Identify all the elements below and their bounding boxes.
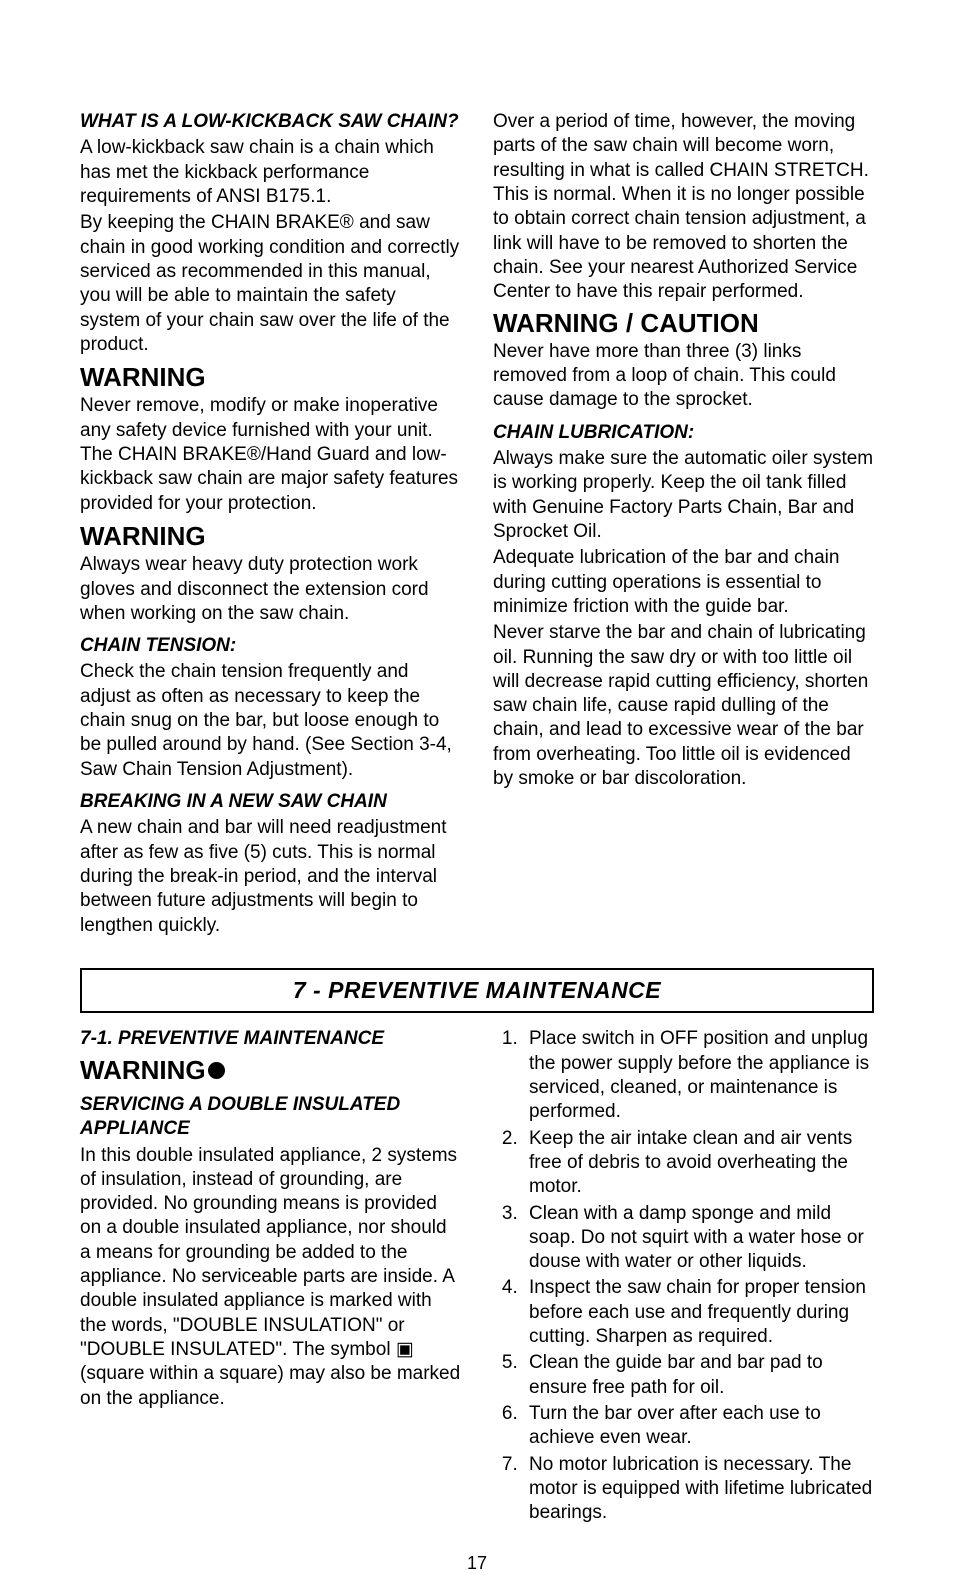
- list-item: Place switch in OFF position and unplug …: [523, 1027, 874, 1124]
- top-left-column: WHAT IS A LOW-KICKBACK SAW CHAIN? A low-…: [80, 110, 461, 940]
- list-item: Turn the bar over after each use to achi…: [523, 1402, 874, 1451]
- heading-warning-2: WARNING: [80, 520, 461, 553]
- page-number: 17: [80, 1552, 874, 1575]
- list-item: Clean the guide bar and bar pad to ensur…: [523, 1351, 874, 1400]
- heading-chain-lubrication: CHAIN LUBRICATION:: [493, 421, 874, 445]
- para-warning-2: Always wear heavy duty protection work g…: [80, 553, 461, 626]
- top-right-column: Over a period of time, however, the movi…: [493, 110, 874, 940]
- list-item: No motor lubrication is necessary. The m…: [523, 1453, 874, 1526]
- top-two-column: WHAT IS A LOW-KICKBACK SAW CHAIN? A low-…: [80, 110, 874, 940]
- heading-warning-caution: WARNING / CAUTION: [493, 307, 874, 340]
- section-divider-7: 7 - PREVENTIVE MAINTENANCE: [80, 968, 874, 1013]
- list-item: Clean with a damp sponge and mild soap. …: [523, 1202, 874, 1275]
- warning-symbol-icon: [208, 1062, 225, 1079]
- heading-what-is: WHAT IS A LOW-KICKBACK SAW CHAIN?: [80, 110, 461, 134]
- para-warning-caution: Never have more than three (3) links rem…: [493, 340, 874, 413]
- heading-chain-tension: CHAIN TENSION:: [80, 634, 461, 658]
- para-breaking-in: A new chain and bar will need readjustme…: [80, 816, 461, 938]
- section-7-1: 7-1. PREVENTIVE MAINTENANCE WARNING SERV…: [80, 1027, 874, 1527]
- para-warning-1: Never remove, modify or make inoperative…: [80, 394, 461, 516]
- heading-warning-1: WARNING: [80, 361, 461, 394]
- para-chain-tension: Check the chain tension frequently and a…: [80, 660, 461, 782]
- heading-breaking-in: BREAKING IN A NEW SAW CHAIN: [80, 790, 461, 814]
- warning-text: WARNING: [80, 1055, 206, 1085]
- list-item: Inspect the saw chain for proper tension…: [523, 1276, 874, 1349]
- para-lub-2: Adequate lubrication of the bar and chai…: [493, 546, 874, 619]
- sec71-right-column: Place switch in OFF position and unplug …: [493, 1027, 874, 1527]
- sec71-left-column: 7-1. PREVENTIVE MAINTENANCE WARNING SERV…: [80, 1027, 461, 1527]
- para-keep: By keeping the CHAIN BRAKE® and saw chai…: [80, 211, 461, 357]
- para-lub-1: Always make sure the automatic oiler sys…: [493, 447, 874, 544]
- para-servicing: In this double insulated appliance, 2 sy…: [80, 1144, 461, 1411]
- para-lub-3: Never starve the bar and chain of lubric…: [493, 621, 874, 791]
- para-chain-stretch: Over a period of time, however, the movi…: [493, 110, 874, 305]
- list-item: Keep the air intake clean and air vents …: [523, 1127, 874, 1200]
- heading-7-1: 7-1. PREVENTIVE MAINTENANCE: [80, 1027, 461, 1051]
- heading-warning-preventive: WARNING: [80, 1054, 461, 1087]
- maintenance-list: Place switch in OFF position and unplug …: [493, 1027, 874, 1525]
- heading-servicing: SERVICING A DOUBLE INSULATED APPLIANCE: [80, 1093, 461, 1142]
- para-what-is: A low-kickback saw chain is a chain whic…: [80, 136, 461, 209]
